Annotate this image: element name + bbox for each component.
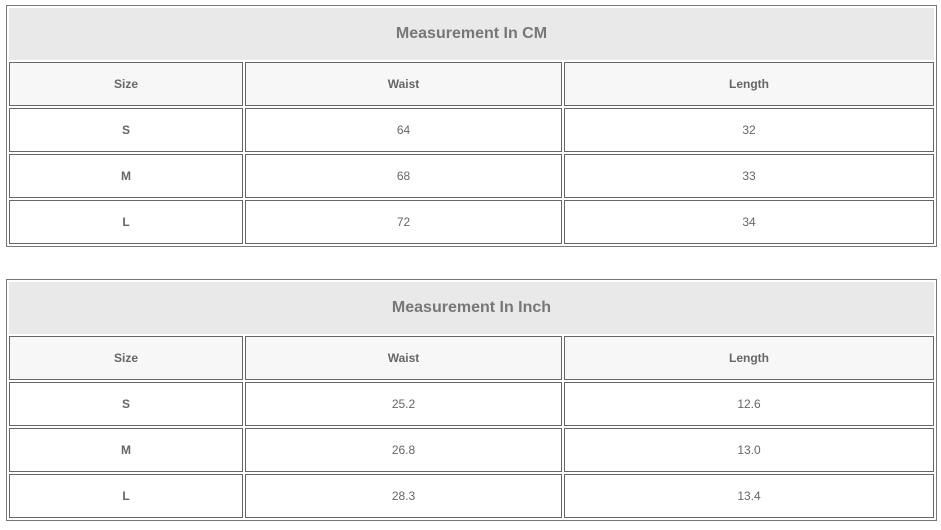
waist-cell: 28.3 <box>245 474 562 518</box>
table-row: L 72 34 <box>9 200 934 244</box>
table-row: M 26.8 13.0 <box>9 428 934 472</box>
table-title: Measurement In Inch <box>9 282 934 334</box>
table-row: S 64 32 <box>9 108 934 152</box>
header-row: Size Waist Length <box>9 62 934 106</box>
header-row: Size Waist Length <box>9 336 934 380</box>
length-cell: 13.4 <box>564 474 934 518</box>
waist-cell: 26.8 <box>245 428 562 472</box>
waist-cell: 68 <box>245 154 562 198</box>
size-cell: L <box>9 200 243 244</box>
size-cell: L <box>9 474 243 518</box>
waist-cell: 64 <box>245 108 562 152</box>
table-row: S 25.2 12.6 <box>9 382 934 426</box>
length-cell: 33 <box>564 154 934 198</box>
size-cell: M <box>9 154 243 198</box>
header-size: Size <box>9 62 243 106</box>
table-row: M 68 33 <box>9 154 934 198</box>
length-cell: 34 <box>564 200 934 244</box>
header-waist: Waist <box>245 336 562 380</box>
size-cell: M <box>9 428 243 472</box>
length-cell: 12.6 <box>564 382 934 426</box>
table-title: Measurement In CM <box>9 8 934 60</box>
header-size: Size <box>9 336 243 380</box>
waist-cell: 25.2 <box>245 382 562 426</box>
header-length: Length <box>564 336 934 380</box>
size-cell: S <box>9 382 243 426</box>
header-waist: Waist <box>245 62 562 106</box>
header-length: Length <box>564 62 934 106</box>
length-cell: 32 <box>564 108 934 152</box>
size-cell: S <box>9 108 243 152</box>
table-row: L 28.3 13.4 <box>9 474 934 518</box>
measurement-cm-table: Measurement In CM Size Waist Length S 64 3… <box>6 5 937 247</box>
length-cell: 13.0 <box>564 428 934 472</box>
waist-cell: 72 <box>245 200 562 244</box>
